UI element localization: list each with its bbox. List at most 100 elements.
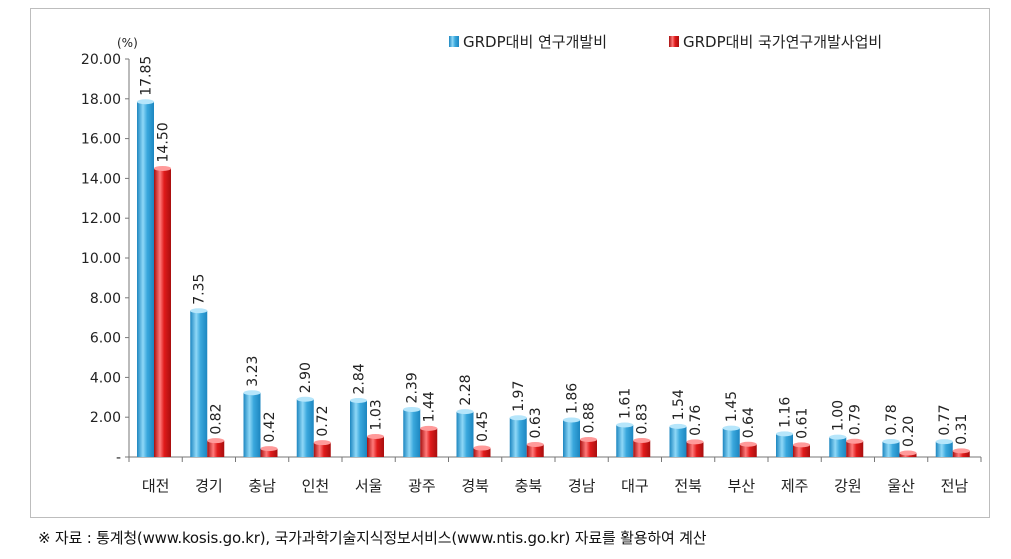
- y-tick-label: 8.00: [90, 291, 121, 307]
- bar-top-1-8: [580, 436, 597, 442]
- bar-national-1: [207, 440, 225, 457]
- bar-top-1-14: [899, 450, 917, 456]
- bar-top-1-1: [207, 438, 225, 444]
- chart-svg: - 2.00 4.00 6.00 8.00 10.00 12.00 14.00 16.00 18.…: [81, 33, 982, 495]
- bar-rnd-6: [456, 411, 474, 457]
- data-label: 0.72: [315, 406, 331, 437]
- data-label: 1.16: [778, 397, 794, 428]
- bar-national-15: [952, 450, 970, 457]
- bar-top-1-10: [686, 439, 704, 445]
- bar-top-1-6: [473, 445, 491, 451]
- bar-national-3: [313, 442, 331, 457]
- x-tick-label: 울산: [887, 477, 915, 495]
- x-tick-label: 경남: [568, 477, 596, 495]
- bar-top-0-11: [722, 425, 740, 431]
- data-label: 0.64: [741, 407, 757, 438]
- data-label: 1.45: [724, 391, 740, 422]
- x-tick-label: 충북: [515, 477, 543, 495]
- bar-rnd-13: [829, 437, 847, 457]
- bar-top-1-12: [793, 442, 810, 448]
- data-label: 0.45: [475, 411, 491, 442]
- bar-rnd-7: [509, 417, 527, 457]
- bar-rnd-2: [243, 392, 261, 457]
- legend-label-0: GRDP대비 연구개발비: [463, 33, 607, 51]
- y-tick-label: 2.00: [90, 410, 121, 426]
- data-label: 0.83: [635, 403, 651, 434]
- data-label: 17.85: [139, 56, 155, 96]
- y-tick-label: 16.00: [81, 132, 121, 148]
- bar-top-0-0: [137, 99, 154, 105]
- data-label: 0.77: [937, 405, 953, 436]
- data-label: 0.42: [262, 411, 278, 442]
- bar-top-1-7: [526, 441, 544, 447]
- data-label: 2.90: [298, 362, 314, 393]
- bar-national-11: [739, 444, 757, 457]
- bar-rnd-11: [722, 428, 740, 457]
- bar-rnd-10: [669, 426, 687, 457]
- source-note: ※ 자료 : 통계청(www.kosis.go.kr), 국가과학기술지식정보서…: [38, 529, 707, 547]
- bar-national-4: [367, 436, 384, 457]
- data-label: 1.00: [831, 400, 847, 431]
- bar-top-0-2: [243, 390, 261, 396]
- data-label: 0.78: [884, 404, 900, 435]
- data-label: 0.63: [528, 407, 544, 438]
- bar-top-0-7: [509, 415, 527, 421]
- bar-national-13: [846, 441, 864, 457]
- bar-top-1-3: [313, 440, 331, 446]
- bar-national-2: [260, 448, 278, 457]
- bar-national-12: [793, 444, 810, 457]
- x-tick-label: 제주: [781, 477, 809, 495]
- x-tick-label: 광주: [408, 477, 436, 495]
- bar-top-0-15: [935, 439, 953, 445]
- bar-national-6: [473, 448, 491, 457]
- y-tick-label: 12.00: [81, 211, 121, 227]
- bar-rnd-0: [137, 101, 154, 457]
- bar-rnd-15: [935, 441, 953, 457]
- y-tick-label: 14.00: [81, 171, 121, 187]
- x-tick-label: 서울: [355, 477, 383, 495]
- y-tick-label: 4.00: [90, 370, 121, 386]
- bar-top-0-5: [403, 406, 421, 412]
- x-tick-label: 대구: [621, 477, 649, 495]
- legend-label-1: GRDP대비 국가연구개발사업비: [683, 33, 882, 51]
- x-tick-label: 경기: [195, 477, 223, 495]
- data-label: 0.88: [582, 402, 598, 433]
- data-label: 0.76: [688, 405, 704, 436]
- x-tick-label: 강원: [834, 477, 862, 495]
- data-label: 2.28: [458, 374, 474, 405]
- bar-top-1-9: [633, 437, 651, 443]
- data-label: 2.39: [405, 372, 421, 403]
- bar-top-1-11: [739, 441, 757, 447]
- bar-top-0-8: [563, 417, 580, 423]
- bar-top-1-13: [846, 438, 864, 444]
- y-tick-label: -: [116, 450, 121, 466]
- bar-top-0-1: [190, 308, 208, 314]
- bar-national-0: [154, 168, 171, 457]
- data-label: 1.61: [618, 388, 634, 419]
- data-label: 3.23: [245, 356, 261, 387]
- data-label: 7.35: [192, 274, 208, 305]
- bar-rnd-9: [616, 424, 634, 457]
- x-tick-label: 전북: [674, 477, 702, 495]
- bar-national-7: [526, 444, 544, 457]
- y-tick-label: 20.00: [81, 52, 121, 68]
- bar-top-0-13: [829, 434, 847, 440]
- y-unit-label: (%): [117, 36, 138, 50]
- bar-top-1-2: [260, 446, 278, 452]
- bar-top-1-0: [154, 165, 171, 171]
- data-label: 0.61: [795, 408, 811, 439]
- x-tick-label: 인천: [302, 477, 330, 495]
- x-tick-label: 충남: [248, 477, 276, 495]
- bar-top-1-5: [420, 425, 438, 431]
- y-tick-label: 6.00: [90, 331, 121, 347]
- data-label: 0.20: [901, 416, 917, 447]
- bar-rnd-8: [563, 419, 580, 457]
- data-label: 1.97: [511, 381, 527, 412]
- data-label: 1.03: [369, 399, 385, 430]
- bar-rnd-1: [190, 310, 208, 457]
- x-tick-label: 경북: [461, 477, 489, 495]
- bar-top-0-10: [669, 423, 687, 429]
- bar-rnd-5: [403, 409, 421, 457]
- bar-top-1-15: [952, 448, 970, 454]
- bar-rnd-12: [776, 433, 793, 457]
